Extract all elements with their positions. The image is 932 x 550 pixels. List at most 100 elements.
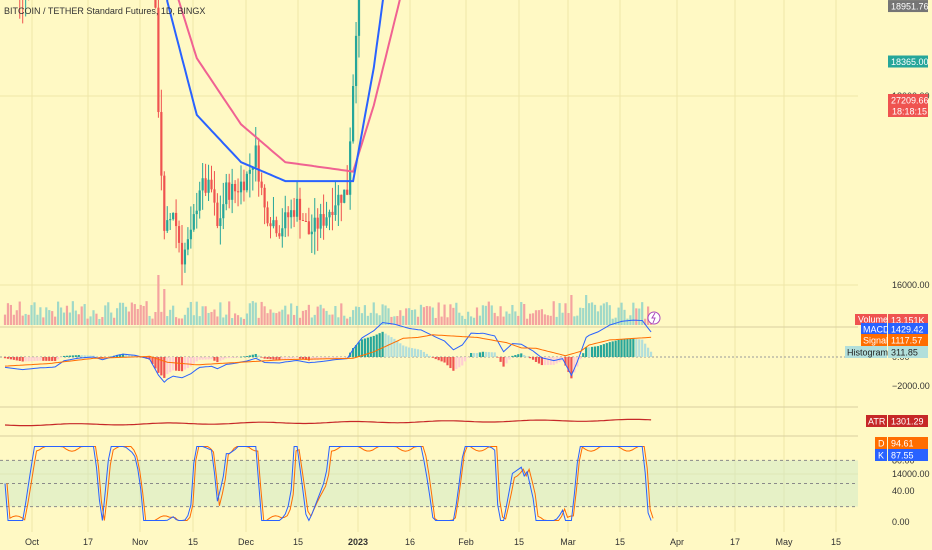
volume-bar-60 [180, 318, 184, 325]
volume-bar-119 [354, 306, 358, 325]
macd-hist-216 [641, 339, 644, 357]
volume-bar-81 [242, 318, 246, 325]
volume-bar-142 [422, 307, 425, 325]
macd-hist-121 [360, 339, 364, 357]
volume-bar-181 [537, 310, 541, 325]
macd-hist-182 [540, 357, 543, 366]
volume-bar-57 [172, 305, 175, 325]
macd-hist-130 [387, 335, 390, 357]
volume-bar-143 [425, 306, 428, 325]
macd-hist-53 [160, 357, 163, 376]
volume-bar-9 [30, 305, 33, 325]
volume-bar-164 [487, 301, 490, 325]
macd-hist-86 [257, 355, 260, 357]
macd-hist-62 [186, 357, 189, 369]
stoch-value-1: 87.55 [891, 451, 914, 461]
volume-bar-133 [396, 316, 399, 325]
candle-body-92 [275, 220, 278, 234]
macd-hist-35 [107, 357, 110, 358]
volume-bar-182 [540, 309, 543, 325]
macd-hist-136 [405, 346, 408, 357]
macd-hist-44 [133, 355, 136, 357]
macd-hist-169 [502, 357, 505, 367]
volume-bar-215 [638, 308, 641, 325]
macd-hist-120 [357, 342, 361, 357]
macd-hist-98 [293, 357, 296, 359]
macd-hist-214 [635, 338, 638, 357]
macd-hist-155 [461, 357, 464, 366]
macd-hist-107 [319, 357, 322, 360]
volume-bar-32 [98, 318, 101, 325]
volume-bar-178 [529, 313, 532, 325]
volume-bar-127 [378, 315, 381, 325]
volume-bar-199 [590, 302, 594, 325]
volume-bar-52 [157, 275, 160, 325]
macd-hist-202 [599, 345, 602, 357]
volume-bar-129 [384, 305, 387, 325]
macd-hist-65 [195, 357, 198, 362]
volume-bar-96 [287, 314, 290, 325]
volume-bar-217 [644, 318, 647, 325]
candle-body-100 [298, 198, 302, 221]
volume-bar-69 [207, 312, 210, 325]
candle-body-117 [349, 141, 352, 195]
time-tick-15: 15 [831, 537, 841, 547]
candle-body-64 [192, 214, 195, 230]
volume-bar-186 [552, 301, 555, 325]
atr-name: ATR [868, 417, 886, 427]
time-tick-1: 17 [83, 537, 93, 547]
volume-bar-211 [626, 318, 629, 325]
macd-hist-7 [24, 357, 27, 362]
macd-hist-106 [316, 357, 319, 360]
volume-bar-23 [71, 301, 74, 325]
macd-hist-145 [431, 357, 434, 358]
macd-hist-175 [520, 353, 523, 357]
macd-hist-60 [180, 357, 184, 372]
volume-bar-124 [369, 312, 372, 325]
macd-hist-96 [287, 357, 290, 359]
macd-hist-30 [92, 355, 95, 357]
time-tick-4: Dec [238, 537, 255, 547]
volume-bar-86 [257, 317, 260, 325]
volume-bar-125 [372, 302, 375, 325]
volume-bar-105 [313, 314, 316, 325]
volume-bar-43 [130, 302, 133, 325]
price-label-last: 27209.66 [891, 96, 929, 106]
macd-hist-191 [567, 357, 570, 372]
macd-hist-140 [416, 349, 420, 357]
macd-hist-168 [499, 357, 502, 362]
candle-body-85 [254, 145, 257, 168]
candle-body-82 [245, 173, 248, 191]
volume-bar-22 [68, 312, 71, 325]
atr-line [4, 418, 652, 427]
volume-bar-100 [298, 317, 302, 325]
candle-body-60 [180, 242, 184, 265]
candle-body-61 [183, 249, 187, 265]
candle-body-75 [225, 182, 228, 205]
macd-hist-27 [83, 355, 86, 357]
volume-bar-44 [133, 304, 136, 325]
price-tick-1: 16000.00 [892, 280, 930, 290]
volume-bar-154 [458, 312, 461, 325]
price-label-teal-bg [888, 55, 928, 68]
macd-hist-84 [251, 354, 254, 357]
macd-hist-142 [422, 351, 425, 357]
price-label-last-bg [888, 94, 928, 106]
macd-hist-102 [304, 357, 307, 360]
volume-bar-177 [526, 318, 529, 325]
macd-hist-197 [585, 347, 588, 357]
macd-hist-19 [59, 357, 63, 358]
volume-bar-106 [316, 306, 319, 325]
stoch-value-0: 94.61 [891, 439, 914, 449]
time-axis: Oct 17 Nov 15 Dec 15 2023 16 Feb 15 Mar 15 Apr 17 May 1… [0, 532, 932, 550]
macd-hist-77 [231, 357, 234, 358]
macd-hist-10 [33, 357, 36, 362]
volume-bar-92 [275, 313, 278, 325]
volume-bar-111 [331, 314, 334, 325]
volume-bar-10 [33, 302, 36, 325]
volume-bar-174 [517, 315, 520, 325]
volume-bar-135 [402, 315, 405, 325]
volume-bar-206 [611, 318, 614, 325]
volume-bar-183 [543, 314, 546, 325]
